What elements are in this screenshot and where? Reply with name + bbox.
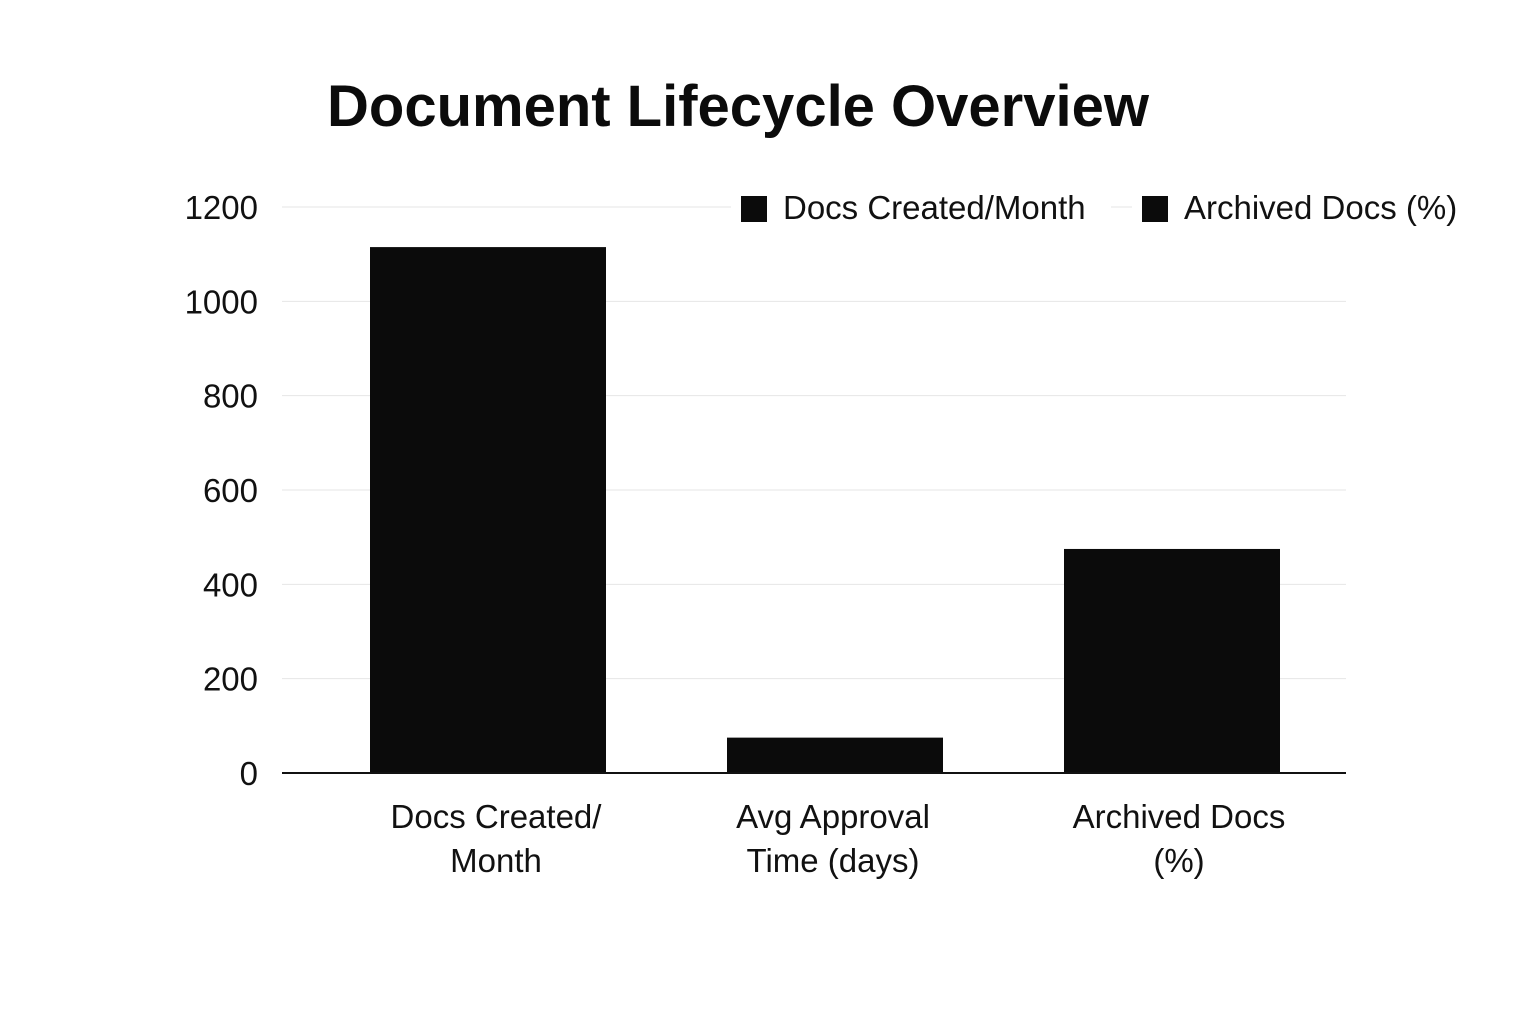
legend-entry-background (731, 186, 1111, 232)
legend-entry-background (1132, 186, 1472, 232)
x-category-label-line: Month (450, 842, 542, 879)
bar (1064, 548, 1280, 773)
y-axis-ticks: 0 200 400 600 800 1000 1200 (185, 189, 258, 792)
y-tick-label: 800 (203, 378, 258, 415)
legend-swatch (741, 196, 767, 222)
bar (727, 737, 943, 773)
legend: Docs Created/Month Archived Docs (%) (731, 186, 1472, 232)
x-category-label-line: Time (days) (747, 842, 920, 879)
x-category-label-line: (%) (1153, 842, 1204, 879)
legend-label: Docs Created/Month (783, 189, 1086, 226)
y-tick-label: 0 (240, 755, 258, 792)
bar (370, 247, 606, 773)
bars (370, 247, 1280, 773)
x-axis-categories: Docs Created/Month Avg Approval Time (days… (391, 798, 1286, 879)
y-tick-label: 600 (203, 472, 258, 509)
x-category-label: Docs Created/Month (391, 798, 603, 879)
legend-swatch (1142, 196, 1168, 222)
y-tick-label: 1000 (185, 283, 258, 320)
x-category-label-line: Avg Approval (736, 798, 930, 835)
legend-label: Archived Docs (%) (1184, 189, 1457, 226)
x-category-label-line: Archived Docs (1073, 798, 1286, 835)
x-category-label-line: Docs Created/ (391, 798, 603, 835)
chart-title: Document Lifecycle Overview (327, 74, 1150, 139)
y-tick-label: 1200 (185, 189, 258, 226)
x-category-label: Archived Docs (%) (1073, 798, 1286, 879)
y-tick-label: 400 (203, 566, 258, 603)
x-category-label: Avg Approval Time (days) (736, 798, 930, 879)
y-tick-label: 200 (203, 661, 258, 698)
